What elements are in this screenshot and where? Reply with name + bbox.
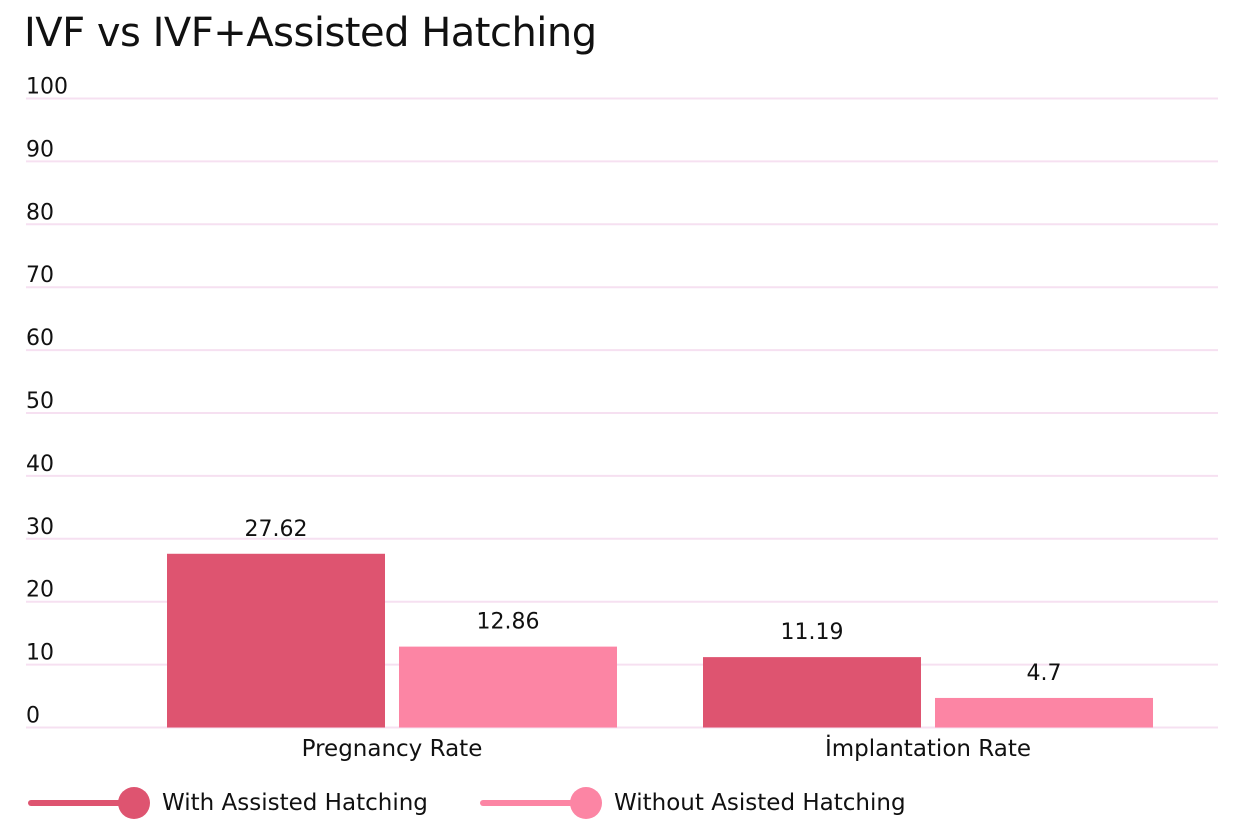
- y-tick-label: 60: [26, 326, 54, 351]
- data-label: 4.7: [1027, 661, 1062, 686]
- y-tick-label: 40: [26, 452, 54, 477]
- legend-label-with: With Assisted Hatching: [162, 790, 428, 816]
- bar: [399, 646, 617, 728]
- chart-title: IVF vs IVF+Assisted Hatching: [24, 10, 597, 56]
- legend-item-without-assisted-hatching[interactable]: Without Asisted Hatching: [478, 786, 906, 820]
- y-tick-label: 70: [26, 263, 54, 288]
- y-tick-label: 80: [26, 200, 54, 225]
- y-tick-label: 90: [26, 137, 54, 162]
- y-tick-label: 0: [26, 704, 40, 729]
- data-label: 12.86: [477, 610, 540, 635]
- legend-item-with-assisted-hatching[interactable]: With Assisted Hatching: [26, 786, 428, 820]
- legend-label-without: Without Asisted Hatching: [614, 790, 906, 816]
- y-tick-label: 10: [26, 641, 54, 666]
- bar: [935, 697, 1153, 728]
- x-tick-label: İmplantation Rate: [825, 734, 1031, 762]
- data-label: 11.19: [781, 620, 844, 645]
- bar: [167, 553, 385, 728]
- x-tick-label: Pregnancy Rate: [302, 736, 483, 762]
- y-tick-label: 100: [26, 75, 68, 100]
- bar: [703, 657, 921, 728]
- legend-marker-with: [26, 786, 150, 820]
- y-tick-label: 30: [26, 515, 54, 540]
- legend-marker-without: [478, 786, 602, 820]
- y-tick-label: 50: [26, 389, 54, 414]
- data-label: 27.62: [245, 517, 308, 542]
- y-tick-label: 20: [26, 578, 54, 603]
